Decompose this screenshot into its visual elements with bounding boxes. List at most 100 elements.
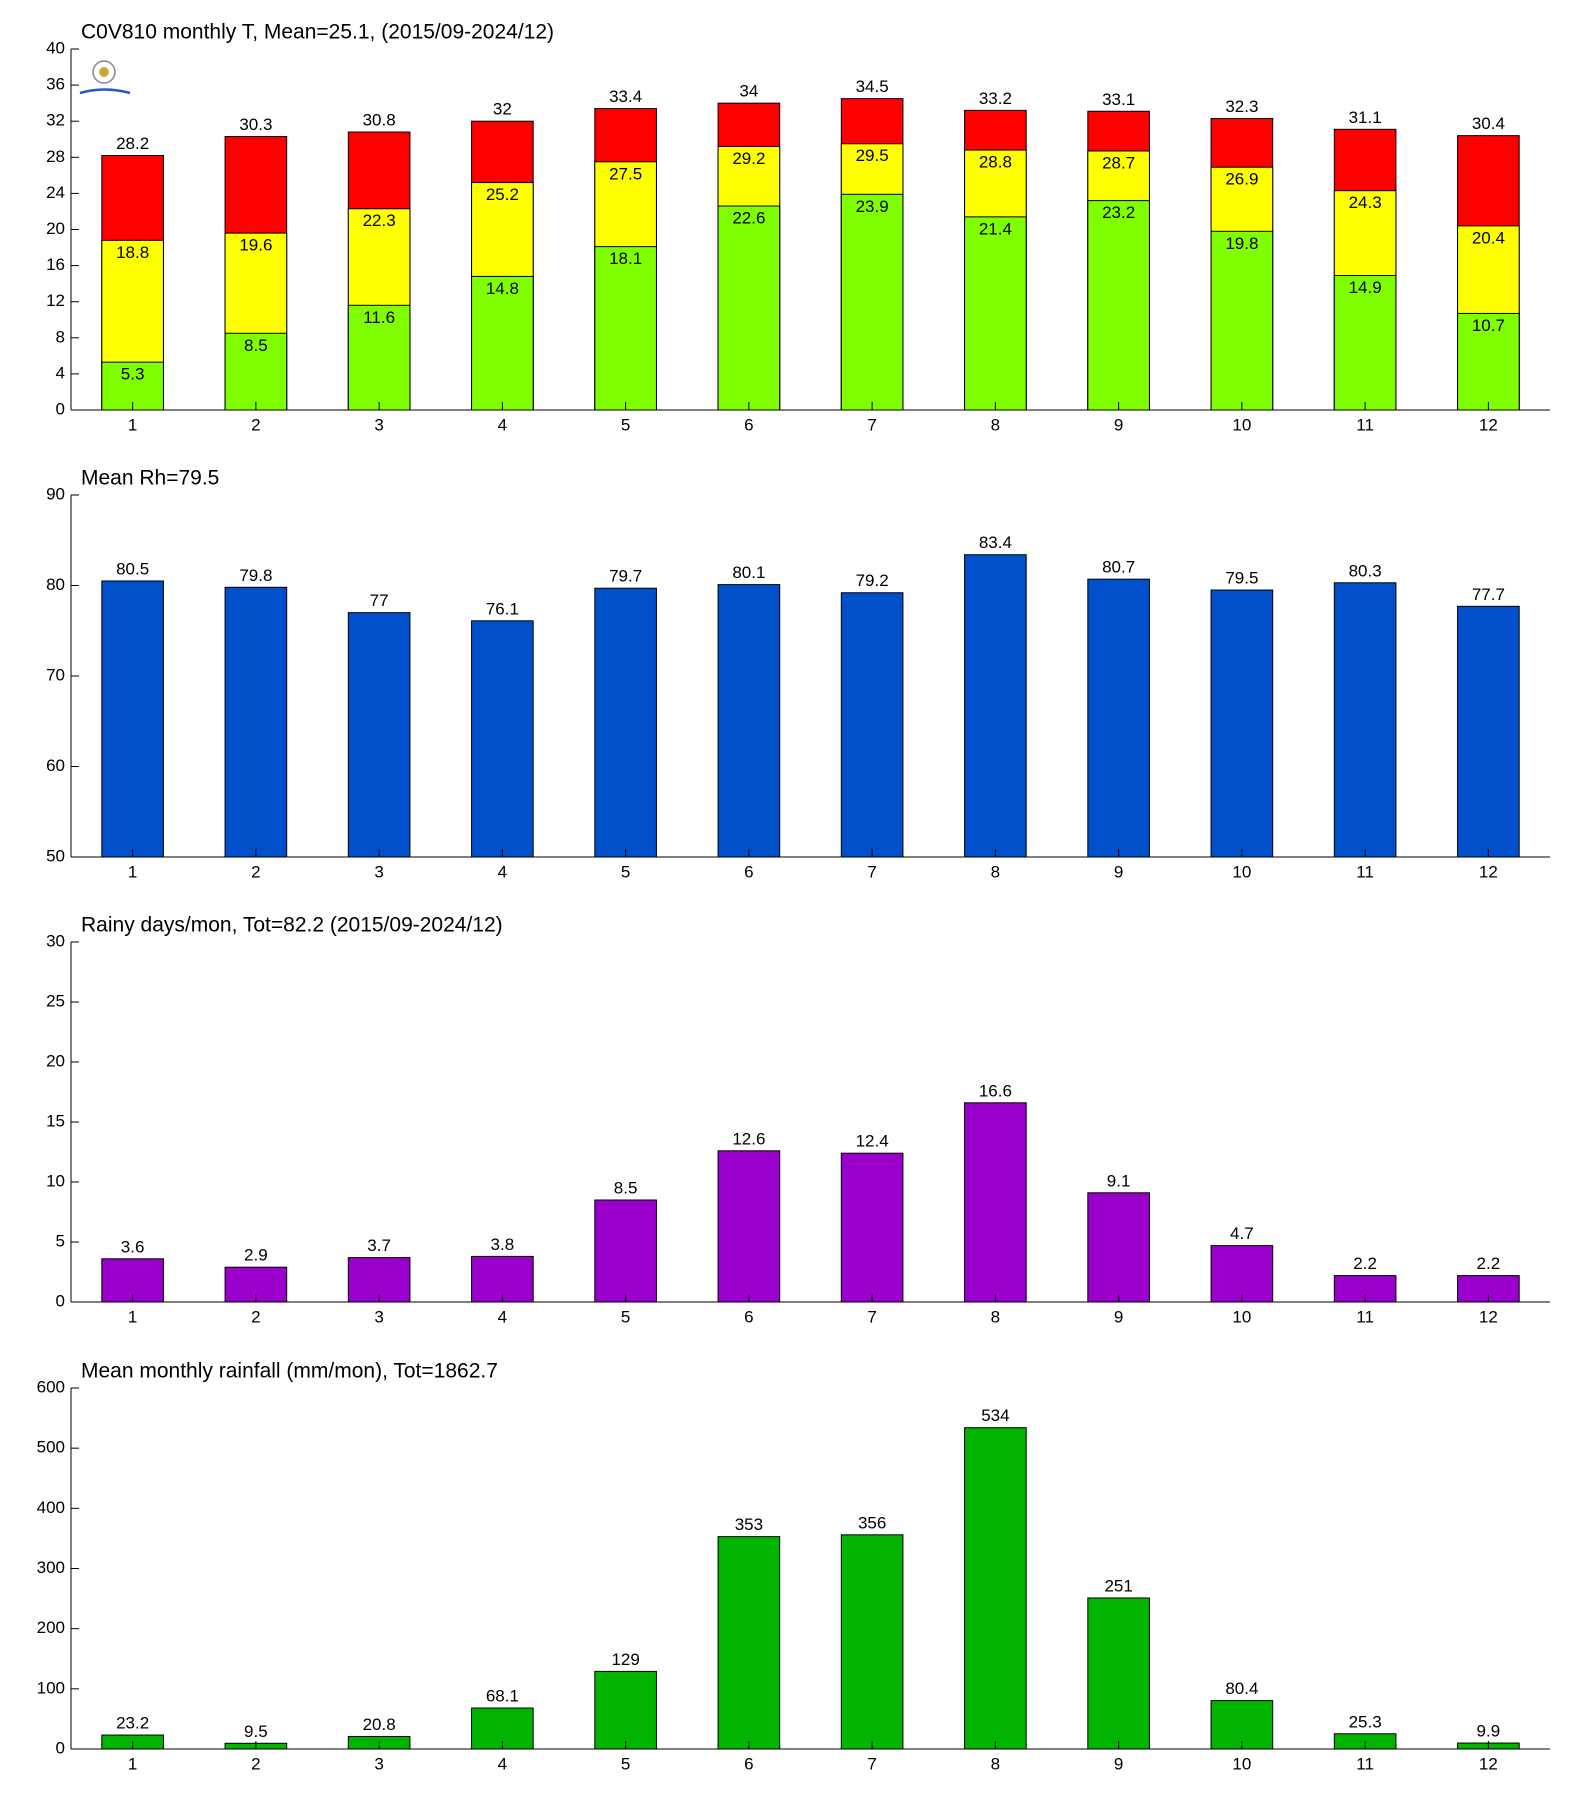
value-label: 25.3 — [1349, 1712, 1382, 1731]
value-label: 80.3 — [1349, 561, 1382, 580]
value-label: 3.8 — [491, 1235, 515, 1254]
value-label: 80.4 — [1225, 1679, 1258, 1698]
logo — [79, 60, 131, 95]
bar — [1333, 275, 1397, 411]
value-label: 30.4 — [1472, 114, 1505, 133]
bar — [1333, 582, 1397, 858]
bar — [101, 580, 164, 858]
value-label: 353 — [735, 1515, 763, 1534]
x-tick-label: 5 — [621, 1754, 630, 1773]
y-tick-label: 0 — [56, 1291, 65, 1310]
value-label: 30.8 — [363, 111, 396, 130]
x-tick-label: 6 — [744, 1307, 753, 1326]
value-label: 534 — [981, 1406, 1009, 1425]
x-tick-label: 1 — [128, 1754, 137, 1773]
value-label: 27.5 — [609, 164, 642, 183]
bar — [1457, 605, 1520, 858]
value-label: 2.9 — [244, 1246, 268, 1265]
value-label: 21.4 — [979, 219, 1012, 238]
y-tick-label: 16 — [46, 255, 65, 274]
value-label: 31.1 — [1349, 108, 1382, 127]
y-tick-label: 600 — [37, 1377, 65, 1396]
x-tick-label: 2 — [251, 1307, 260, 1326]
bar — [717, 1536, 781, 1750]
y-tick-label: 400 — [37, 1498, 65, 1517]
x-tick-label: 2 — [251, 1754, 260, 1773]
x-tick-label: 7 — [867, 1307, 876, 1326]
value-label: 25.2 — [486, 185, 519, 204]
chart-title: C0V810 monthly T, Mean=25.1, (2015/09-20… — [81, 21, 554, 44]
value-label: 30.3 — [239, 115, 272, 134]
value-label: 4.7 — [1230, 1224, 1254, 1243]
x-tick-label: 10 — [1232, 1754, 1251, 1773]
bar — [964, 216, 1027, 411]
bar — [594, 1199, 657, 1303]
value-label: 80.7 — [1102, 558, 1135, 577]
value-label: 79.5 — [1225, 569, 1258, 588]
bar — [840, 1534, 904, 1750]
value-label: 26.9 — [1225, 170, 1258, 189]
y-tick-label: 500 — [37, 1438, 65, 1457]
x-tick-label: 8 — [991, 1307, 1000, 1326]
value-label: 83.4 — [979, 533, 1012, 552]
value-label: 14.9 — [1349, 278, 1382, 297]
x-tick-label: 12 — [1479, 1754, 1498, 1773]
x-tick-label: 1 — [128, 415, 137, 434]
x-tick-label: 12 — [1479, 862, 1498, 881]
value-label: 22.3 — [363, 211, 396, 230]
value-label: 251 — [1104, 1576, 1132, 1595]
y-tick-label: 30 — [46, 931, 65, 950]
value-label: 76.1 — [486, 599, 519, 618]
value-label: 34.5 — [856, 77, 889, 96]
value-label: 34 — [739, 82, 758, 101]
bar — [1210, 1245, 1274, 1303]
value-label: 79.7 — [609, 567, 642, 586]
y-tick-label: 10 — [46, 1171, 65, 1190]
value-label: 80.5 — [116, 559, 149, 578]
value-label: 8.5 — [244, 336, 268, 355]
chart-title: Mean monthly rainfall (mm/mon), Tot=1862… — [81, 1360, 498, 1383]
y-tick-label: 28 — [46, 147, 65, 166]
value-label: 29.2 — [732, 149, 765, 168]
chart-panel: Mean Rh=79.5 50 60 70 80 90 80.5 79.8 77 76.1 79.7… — [46, 467, 1550, 881]
value-label: 9.1 — [1107, 1171, 1131, 1190]
y-tick-label: 90 — [46, 484, 65, 503]
value-label: 32.3 — [1225, 97, 1258, 116]
x-tick-label: 1 — [128, 862, 137, 881]
value-label: 18.8 — [116, 243, 149, 262]
value-label: 11.6 — [363, 308, 395, 327]
bar — [717, 205, 781, 411]
y-tick-label: 25 — [46, 991, 65, 1010]
value-label: 356 — [858, 1513, 886, 1532]
x-tick-label: 9 — [1114, 1754, 1123, 1773]
y-tick-label: 36 — [46, 75, 65, 94]
x-tick-label: 12 — [1479, 415, 1498, 434]
bar — [1087, 200, 1150, 411]
bar — [717, 1150, 781, 1303]
value-label: 3.6 — [121, 1237, 145, 1256]
value-label: 32 — [493, 100, 512, 119]
y-tick-label: 0 — [56, 399, 65, 418]
value-label: 2.2 — [1477, 1254, 1501, 1273]
value-label: 22.6 — [732, 209, 765, 228]
bar — [840, 592, 904, 858]
value-label: 79.2 — [856, 571, 889, 590]
bar — [964, 1427, 1027, 1750]
x-tick-label: 4 — [498, 862, 507, 881]
bar — [840, 193, 904, 411]
y-tick-label: 200 — [37, 1618, 65, 1637]
chart-panel: C0V810 monthly T, Mean=25.1, (2015/09-20… — [46, 21, 1550, 434]
logo-swoosh — [79, 88, 131, 95]
value-label: 77 — [370, 591, 389, 610]
x-tick-label: 6 — [744, 862, 753, 881]
x-tick-label: 11 — [1356, 415, 1374, 434]
bar — [224, 586, 288, 858]
chart-title: Mean Rh=79.5 — [81, 467, 219, 490]
x-tick-label: 11 — [1356, 1754, 1374, 1773]
value-label: 68.1 — [486, 1687, 519, 1706]
bar — [964, 554, 1027, 858]
value-label: 3.7 — [367, 1236, 391, 1255]
y-tick-label: 5 — [56, 1231, 65, 1250]
value-label: 2.2 — [1353, 1254, 1377, 1273]
bar — [1087, 1192, 1150, 1303]
